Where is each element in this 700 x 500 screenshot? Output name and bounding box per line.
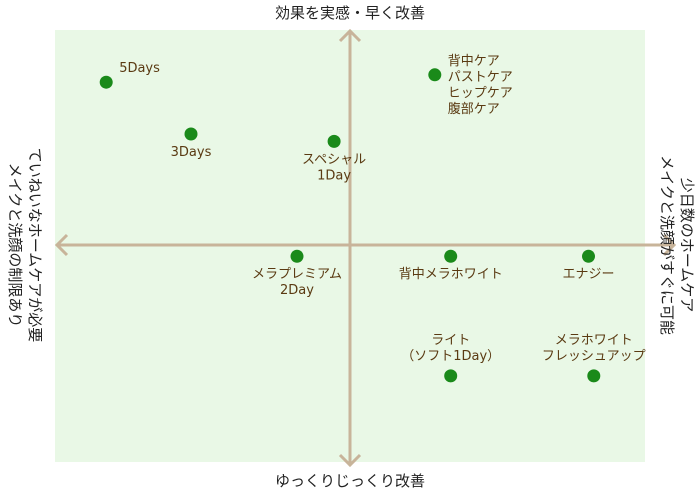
point-label: 3Days xyxy=(171,145,212,160)
point-label-line: （ソフト1Day） xyxy=(401,349,500,364)
point-marker xyxy=(428,68,442,82)
point-label: 背中ケアパストケアヒップケア腹部ケア xyxy=(448,54,513,117)
point-marker xyxy=(184,127,198,141)
axis-title-bottom: ゆっくりじっくり改善 xyxy=(275,472,425,490)
data-point-7: エナジー xyxy=(562,249,615,282)
point-marker xyxy=(290,249,304,263)
point-label: 背中メラホワイト xyxy=(399,267,503,282)
data-point-8: ライト（ソフト1Day） xyxy=(401,333,500,383)
data-point-9: メラホワイトフレッシュアップ xyxy=(542,333,646,383)
point-label-line: ライト xyxy=(431,333,470,348)
data-point-3: スペシャル 1Day xyxy=(302,134,366,183)
data-point-4: 背中ケアパストケアヒップケア腹部ケア xyxy=(428,54,513,117)
axis-title-right-1: 少日数のホームケア xyxy=(678,178,696,313)
arrowhead-bottom xyxy=(338,453,362,468)
point-label-line: フレッシュアップ xyxy=(542,349,646,364)
point-marker xyxy=(444,249,458,263)
point-label-line: 5Days xyxy=(119,61,160,76)
axis-title-left-2: メイクと洗顔の制限あり xyxy=(6,163,24,328)
data-points: 5Days 3Days スペシャル 1Day 背中ケアパストケアヒップケア腹部ケアメラプ… xyxy=(99,54,646,383)
point-label-line: パストケア xyxy=(448,70,513,85)
point-label: メラホワイトフレッシュアップ xyxy=(542,333,646,364)
axis-title-top: 効果を実感・早く改善 xyxy=(275,4,425,22)
point-marker xyxy=(587,369,601,383)
point-label-line: エナジー xyxy=(562,267,614,282)
data-point-5: メラプレミアム 2Day xyxy=(252,249,342,298)
point-label: スペシャル 1Day xyxy=(302,152,366,183)
arrowhead-right xyxy=(662,233,677,257)
data-point-6: 背中メラホワイト xyxy=(399,249,503,282)
point-label-line: 背中メラホワイト xyxy=(399,267,503,282)
point-marker xyxy=(582,249,595,263)
axis-titles: 効果を実感・早く改善 ゆっくりじっくり改善 ていねいなホームケアが必要 メイクと… xyxy=(6,4,696,490)
axis-title-right-2: メイクと洗顔がすぐに可能 xyxy=(658,155,676,335)
data-point-2: 3Days xyxy=(171,127,212,160)
point-label-line: 3Days xyxy=(171,145,212,160)
point-label-line: ヒップケア xyxy=(448,86,513,101)
data-point-1: 5Days xyxy=(99,61,160,89)
point-label: メラプレミアム 2Day xyxy=(252,267,342,298)
arrowhead-top xyxy=(338,28,362,43)
point-label-line: スペシャル xyxy=(302,152,366,167)
point-marker xyxy=(327,134,341,148)
point-label-line: 1Day xyxy=(317,168,351,183)
point-label-line: 腹部ケア xyxy=(448,101,500,117)
point-label-line: 背中ケア xyxy=(448,54,500,69)
axis-title-left-1: ていねいなホームケアが必要 xyxy=(26,148,44,343)
point-marker xyxy=(444,369,458,383)
point-label: エナジー xyxy=(562,267,614,282)
axes xyxy=(54,28,677,468)
point-label-line: 2Day xyxy=(280,283,314,298)
point-label-line: メラホワイト xyxy=(555,333,633,348)
point-label-line: メラプレミアム xyxy=(252,267,342,282)
arrowhead-left xyxy=(54,233,69,257)
point-marker xyxy=(99,75,113,89)
point-label: 5Days xyxy=(119,61,160,76)
point-label: ライト（ソフト1Day） xyxy=(401,333,500,364)
